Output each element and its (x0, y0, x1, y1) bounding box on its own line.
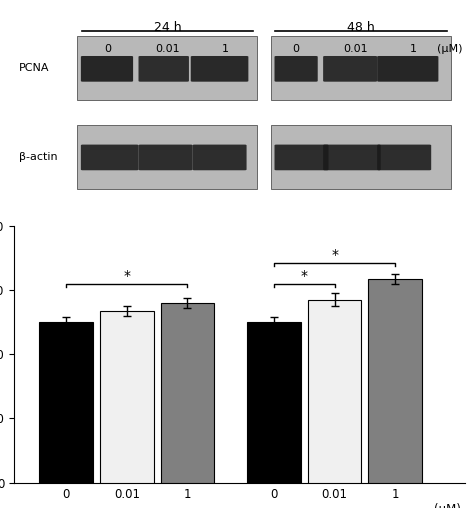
FancyBboxPatch shape (271, 125, 451, 188)
Bar (100, 311, 154, 483)
Text: *: * (123, 269, 130, 283)
FancyBboxPatch shape (274, 56, 318, 82)
Text: (μM): (μM) (437, 44, 462, 54)
Text: 1: 1 (221, 44, 228, 54)
Text: (μM): (μM) (434, 503, 461, 508)
Text: 1: 1 (410, 44, 417, 54)
Text: *: * (331, 248, 338, 262)
FancyBboxPatch shape (138, 56, 189, 82)
Text: *: * (301, 269, 308, 283)
FancyBboxPatch shape (138, 145, 192, 170)
FancyBboxPatch shape (274, 145, 328, 170)
Text: 0: 0 (292, 44, 300, 54)
FancyBboxPatch shape (323, 145, 381, 170)
Bar (161, 303, 214, 483)
Text: β-actin: β-actin (18, 152, 57, 162)
FancyBboxPatch shape (81, 56, 133, 82)
FancyBboxPatch shape (323, 56, 377, 82)
FancyBboxPatch shape (377, 145, 431, 170)
FancyBboxPatch shape (271, 37, 451, 100)
Bar (247, 322, 301, 483)
Bar (308, 300, 362, 483)
FancyBboxPatch shape (77, 37, 257, 100)
Text: 24 h: 24 h (154, 21, 181, 34)
Text: PCNA: PCNA (18, 63, 49, 73)
FancyBboxPatch shape (191, 56, 248, 82)
FancyBboxPatch shape (192, 145, 246, 170)
FancyBboxPatch shape (81, 145, 138, 170)
Text: 48 h: 48 h (347, 21, 375, 34)
FancyBboxPatch shape (77, 125, 257, 188)
Text: 0: 0 (104, 44, 111, 54)
FancyBboxPatch shape (377, 56, 438, 82)
Bar (368, 279, 422, 483)
Text: 0.01: 0.01 (155, 44, 180, 54)
Bar (39, 322, 93, 483)
Text: 0.01: 0.01 (343, 44, 368, 54)
